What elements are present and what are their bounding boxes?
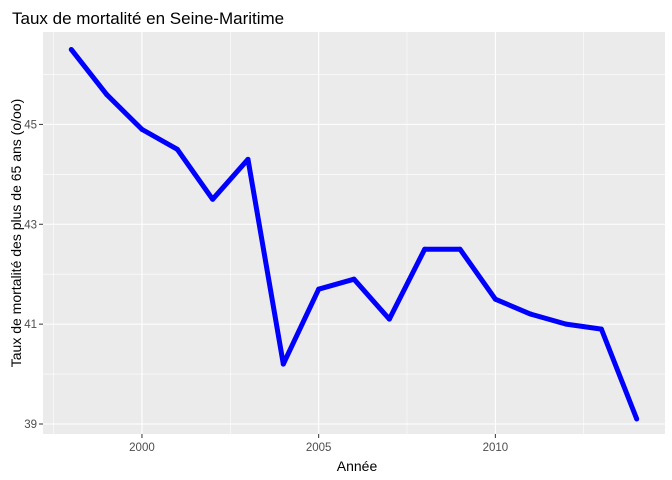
chart-title: Taux de mortalité en Seine-Maritime xyxy=(12,9,284,28)
x-tick-label: 2000 xyxy=(129,442,155,454)
y-tick-label: 39 xyxy=(24,419,37,431)
data-point xyxy=(598,326,604,332)
data-point xyxy=(210,196,216,202)
data-point xyxy=(174,146,180,152)
data-point xyxy=(68,46,74,52)
data-point xyxy=(563,321,569,327)
y-axis: 39 41 43 45 xyxy=(24,119,43,431)
data-point xyxy=(245,156,251,162)
y-axis-title: Taux de mortalité des plus de 65 ans (o/… xyxy=(8,99,24,368)
data-point xyxy=(104,91,110,97)
data-point xyxy=(316,286,322,292)
data-point xyxy=(634,416,640,422)
data-point xyxy=(422,246,428,252)
x-tick-label: 2010 xyxy=(483,442,509,454)
data-point xyxy=(386,316,392,322)
data-point xyxy=(280,361,286,367)
data-point xyxy=(492,296,498,302)
data-point xyxy=(139,126,145,132)
plot-panel xyxy=(43,32,665,434)
minor-gridlines xyxy=(43,32,665,434)
series-layer xyxy=(68,46,640,422)
data-point xyxy=(528,311,534,317)
x-axis-title: Année xyxy=(337,458,378,474)
x-tick-label: 2005 xyxy=(306,442,332,454)
data-point xyxy=(457,246,463,252)
x-axis: 2000 2005 2010 xyxy=(129,434,508,454)
y-tick-label: 41 xyxy=(24,319,37,331)
y-tick-label: 43 xyxy=(24,219,37,231)
data-point xyxy=(351,276,357,282)
y-tick-label: 45 xyxy=(24,119,37,131)
